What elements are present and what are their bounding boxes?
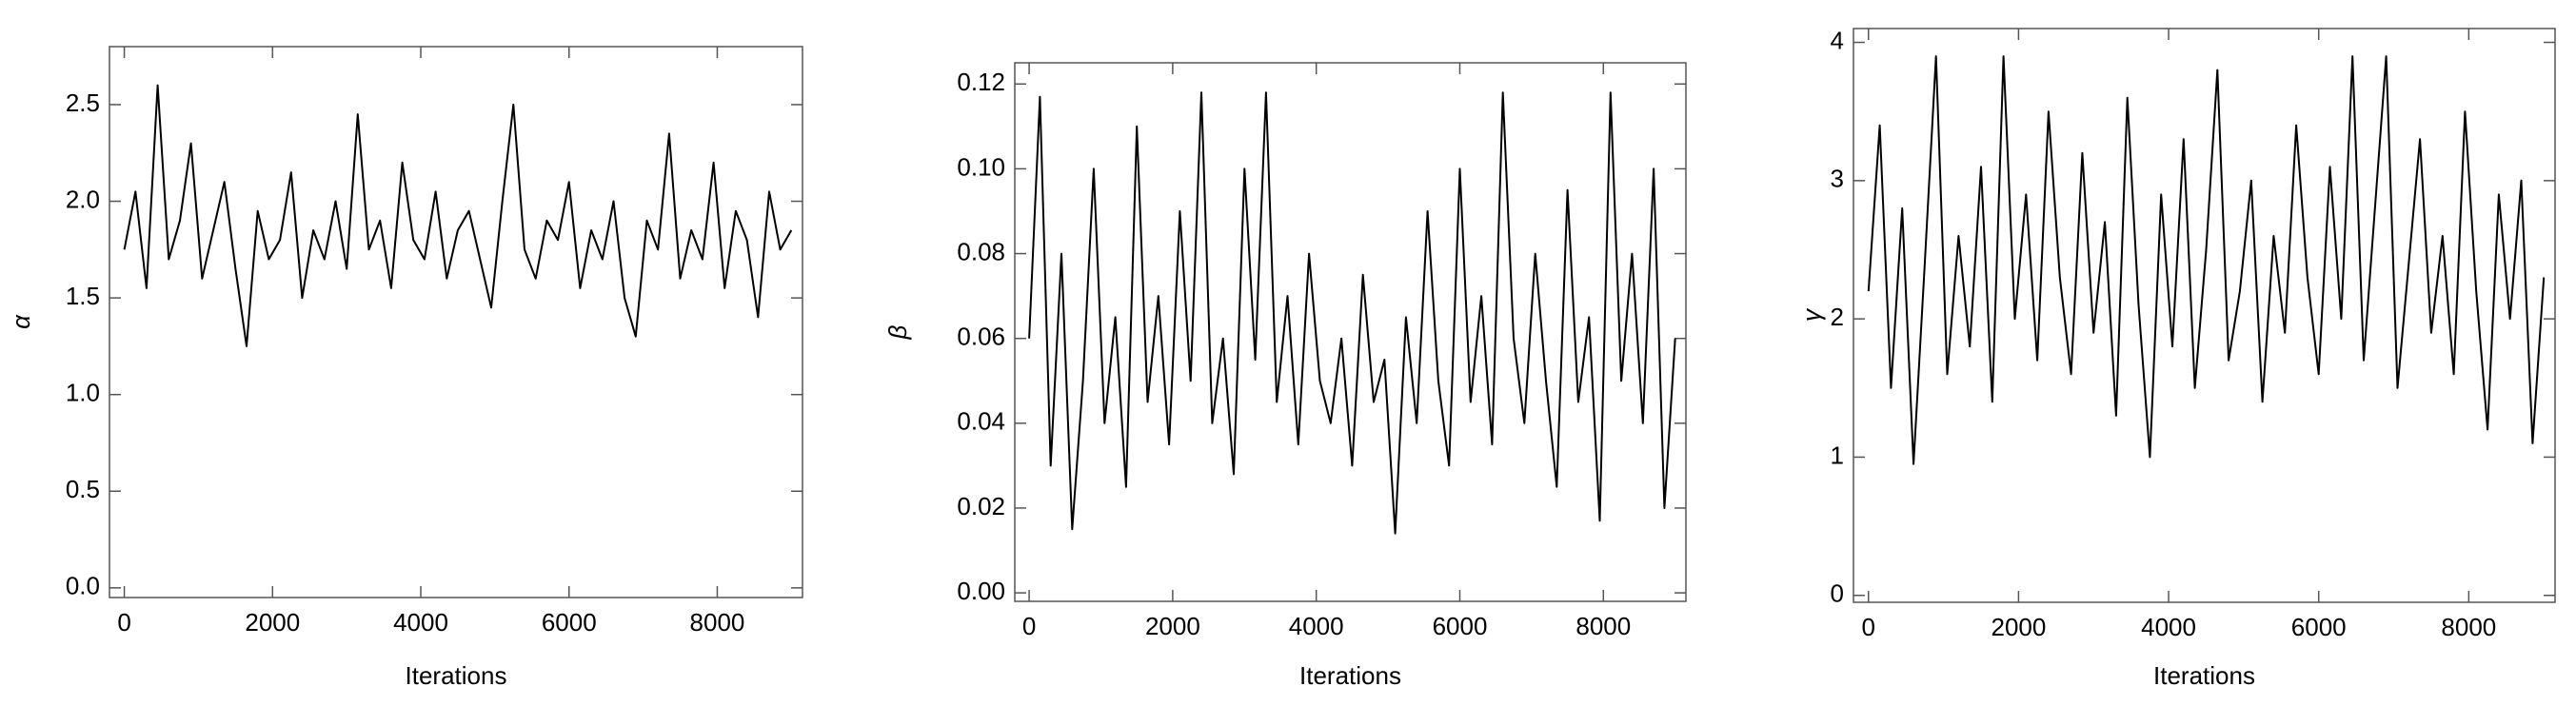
x-tick-label: 8000 (690, 608, 745, 637)
y-tick-label: 4 (1831, 26, 1844, 54)
x-tick-label: 0 (1862, 613, 1875, 641)
y-tick-label: 2 (1831, 303, 1844, 331)
y-tick-label: 0.0 (66, 572, 100, 600)
x-axis-label: Iterations (406, 661, 507, 690)
x-tick-label: 2000 (1991, 613, 2046, 641)
trace-line (1028, 91, 1676, 535)
x-tick-label: 2000 (245, 608, 300, 637)
x-axis-label: Iterations (2153, 661, 2255, 690)
x-tick-label: 2000 (1145, 612, 1200, 640)
x-tick-label: 0 (1022, 612, 1036, 640)
y-tick-label: 0.06 (957, 323, 1005, 351)
x-tick-label: 4000 (2141, 613, 2196, 641)
y-tick-label: 1 (1831, 441, 1844, 469)
y-tick-label: 0.00 (957, 577, 1005, 605)
y-axis-label: β (883, 324, 912, 340)
y-tick-label: 0.08 (957, 237, 1005, 265)
y-tick-label: 0.5 (66, 475, 100, 503)
y-tick-label: 1.5 (66, 282, 100, 310)
x-tick-label: 4000 (393, 608, 448, 637)
plot-frame (1014, 62, 1687, 602)
y-tick-label: 0.04 (957, 407, 1005, 436)
y-tick-label: 3 (1831, 165, 1844, 193)
plot-frame (109, 46, 803, 598)
x-tick-label: 4000 (1289, 612, 1344, 640)
y-tick-label: 0 (1831, 579, 1844, 608)
y-axis-label: γ (1797, 307, 1826, 322)
x-tick-label: 0 (117, 608, 130, 637)
trace-line (1867, 55, 2546, 465)
y-tick-label: 0.02 (957, 492, 1005, 520)
x-tick-label: 6000 (2291, 613, 2347, 641)
y-axis-label: α (7, 314, 35, 329)
trace-line (123, 84, 793, 347)
plot-frame (1853, 28, 2556, 603)
x-tick-label: 6000 (1433, 612, 1488, 640)
y-tick-label: 1.0 (66, 379, 100, 407)
y-tick-label: 0.10 (957, 152, 1005, 181)
x-tick-label: 6000 (542, 608, 597, 637)
y-tick-label: 2.5 (66, 88, 100, 117)
y-tick-label: 0.12 (957, 68, 1005, 96)
x-tick-label: 8000 (2441, 613, 2496, 641)
x-tick-label: 8000 (1575, 612, 1631, 640)
y-tick-label: 2.0 (66, 185, 100, 213)
x-axis-label: Iterations (1299, 661, 1401, 690)
